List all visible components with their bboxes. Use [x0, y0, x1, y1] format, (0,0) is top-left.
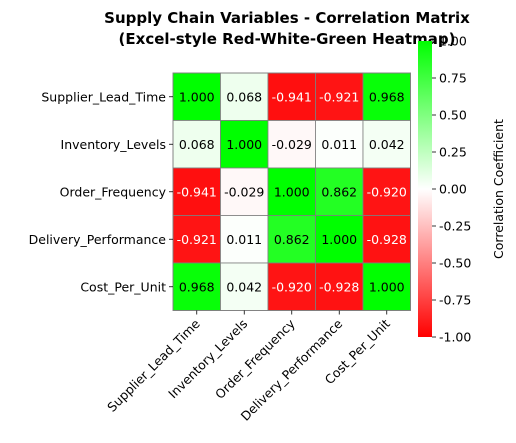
- x-axis-tick-labels: Supplier_Lead_TimeInventory_LevelsOrder_…: [104, 310, 393, 424]
- y-tick-label: Inventory_Levels: [61, 137, 166, 152]
- heatmap-cell: [362, 262, 411, 311]
- colorbar-tick-label: 0.00: [439, 182, 467, 197]
- y-tick-label: Delivery_Performance: [29, 232, 167, 247]
- colorbar-tick-label: -0.75: [439, 293, 471, 308]
- cell-value-label: 1.000: [179, 89, 215, 104]
- heatmap-cell: [220, 167, 269, 216]
- cell-value-label: 1.000: [369, 279, 405, 294]
- x-tick-label: Supplier_Lead_Time: [104, 316, 203, 415]
- colorbar-label: Correlation Coefficient: [491, 119, 506, 259]
- colorbar: [418, 41, 432, 337]
- cell-value-label: -0.029: [224, 184, 264, 199]
- cell-value-label: -0.941: [177, 184, 217, 199]
- x-tick-label: Order_Frequency: [212, 316, 298, 402]
- colorbar-ticks: -1.00 -0.75 -0.50 -0.25 0.00 0.25 0.50 0.75 1.00: [432, 34, 471, 345]
- y-tick-label: Cost_Per_Unit: [80, 279, 166, 294]
- colorbar-tick-label: 1.00: [439, 34, 467, 49]
- y-tick-label: Supplier_Lead_Time: [41, 89, 166, 104]
- cell-value-label: 1.000: [321, 232, 357, 247]
- heatmap-cell: [362, 120, 411, 169]
- colorbar-tick-label: -0.25: [439, 219, 471, 234]
- cell-value-label: -0.920: [367, 184, 407, 199]
- heatmap-cell: [220, 215, 269, 264]
- y-tick-label: Order_Frequency: [60, 184, 167, 199]
- cell-value-label: 0.068: [179, 137, 215, 152]
- heatmap-cell: [172, 262, 221, 311]
- colorbar-tick-label: -0.50: [439, 256, 471, 271]
- heatmap-cells: 1.000 0.068 -0.941 -0.921 0.968 0.068 1.000 -0.…: [172, 72, 411, 311]
- cell-value-label: 0.042: [369, 137, 405, 152]
- cell-value-label: 0.011: [226, 232, 262, 247]
- colorbar-tick-label: 0.75: [439, 71, 467, 86]
- cell-value-label: 0.011: [321, 137, 357, 152]
- heatmap-cell: [267, 215, 316, 264]
- x-tick-label: Inventory_Levels: [165, 316, 250, 401]
- y-axis-tick-labels: Supplier_Lead_Time Inventory_Levels Order_…: [29, 89, 173, 294]
- cell-value-label: 0.968: [179, 279, 215, 294]
- colorbar-tick-label: -1.00: [439, 330, 471, 345]
- cell-value-label: -0.029: [272, 137, 312, 152]
- heatmap-cell: [362, 215, 411, 264]
- cell-value-label: 0.042: [226, 279, 262, 294]
- heatmap-cell: [315, 215, 364, 264]
- cell-value-label: -0.921: [177, 232, 217, 247]
- cell-value-label: -0.928: [319, 279, 359, 294]
- cell-value-label: -0.920: [272, 279, 312, 294]
- cell-value-label: 1.000: [226, 137, 262, 152]
- chart-title: Supply Chain Variables - Correlation Mat…: [104, 9, 470, 27]
- colorbar-tick-label: 0.25: [439, 145, 467, 160]
- heatmap-cell: [220, 262, 269, 311]
- colorbar-tick-label: 0.50: [439, 108, 467, 123]
- heatmap-cell: [267, 262, 316, 311]
- cell-value-label: 1.000: [274, 184, 310, 199]
- heatmap-cell: [172, 72, 221, 121]
- heatmap-cell: [315, 167, 364, 216]
- cell-value-label: 0.968: [369, 89, 405, 104]
- cell-value-label: -0.921: [319, 89, 359, 104]
- heatmap-cell: [267, 120, 316, 169]
- cell-value-label: -0.928: [367, 232, 407, 247]
- cell-value-label: 0.068: [226, 89, 262, 104]
- cell-value-label: -0.941: [272, 89, 312, 104]
- cell-value-label: 0.862: [321, 184, 357, 199]
- cell-value-label: 0.862: [274, 232, 310, 247]
- chart-subtitle: (Excel-style Red-White-Green Heatmap): [119, 30, 456, 48]
- heatmap-cell: [220, 72, 269, 121]
